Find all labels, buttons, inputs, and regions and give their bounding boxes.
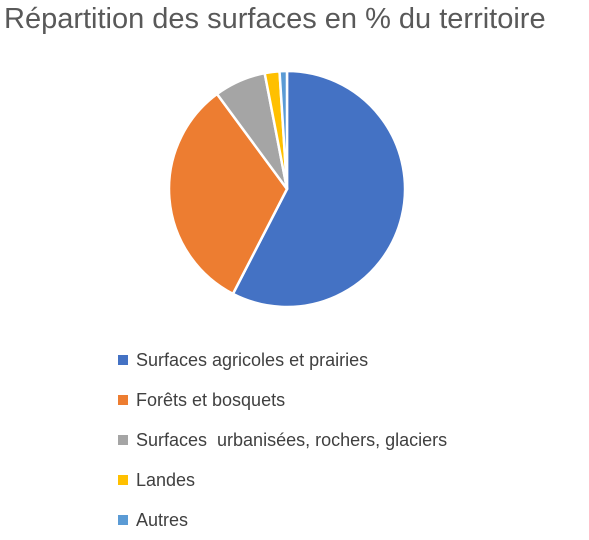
legend-item: Landes bbox=[118, 460, 447, 500]
pie-slice-1 bbox=[167, 92, 289, 296]
chart-title: Répartition des surfaces en % du territo… bbox=[4, 3, 546, 35]
chart-legend: Surfaces agricoles et prairies Forêts et … bbox=[118, 340, 447, 540]
legend-label: Forêts et bosquets bbox=[136, 389, 286, 410]
legend-label: Autres bbox=[136, 509, 189, 530]
legend-swatch bbox=[118, 475, 128, 485]
legend-item: Surfaces agricoles et prairies bbox=[118, 340, 447, 380]
legend-swatch bbox=[118, 395, 128, 405]
legend-label: Landes bbox=[136, 469, 196, 490]
legend-label: Surfaces urbanisées, rochers, glaciers bbox=[136, 429, 448, 450]
legend-item: Forêts et bosquets bbox=[118, 380, 447, 420]
legend-label: Surfaces agricoles et prairies bbox=[136, 349, 369, 370]
legend-swatch bbox=[118, 435, 128, 445]
legend-swatch bbox=[118, 515, 128, 525]
pie-slice-0 bbox=[231, 69, 407, 309]
legend-swatch bbox=[118, 355, 128, 365]
legend-item: Surfaces urbanisées, rochers, glaciers bbox=[118, 420, 447, 460]
pie-slice-4 bbox=[278, 69, 289, 191]
pie-chart bbox=[167, 69, 407, 309]
legend-item: Autres bbox=[118, 500, 447, 540]
